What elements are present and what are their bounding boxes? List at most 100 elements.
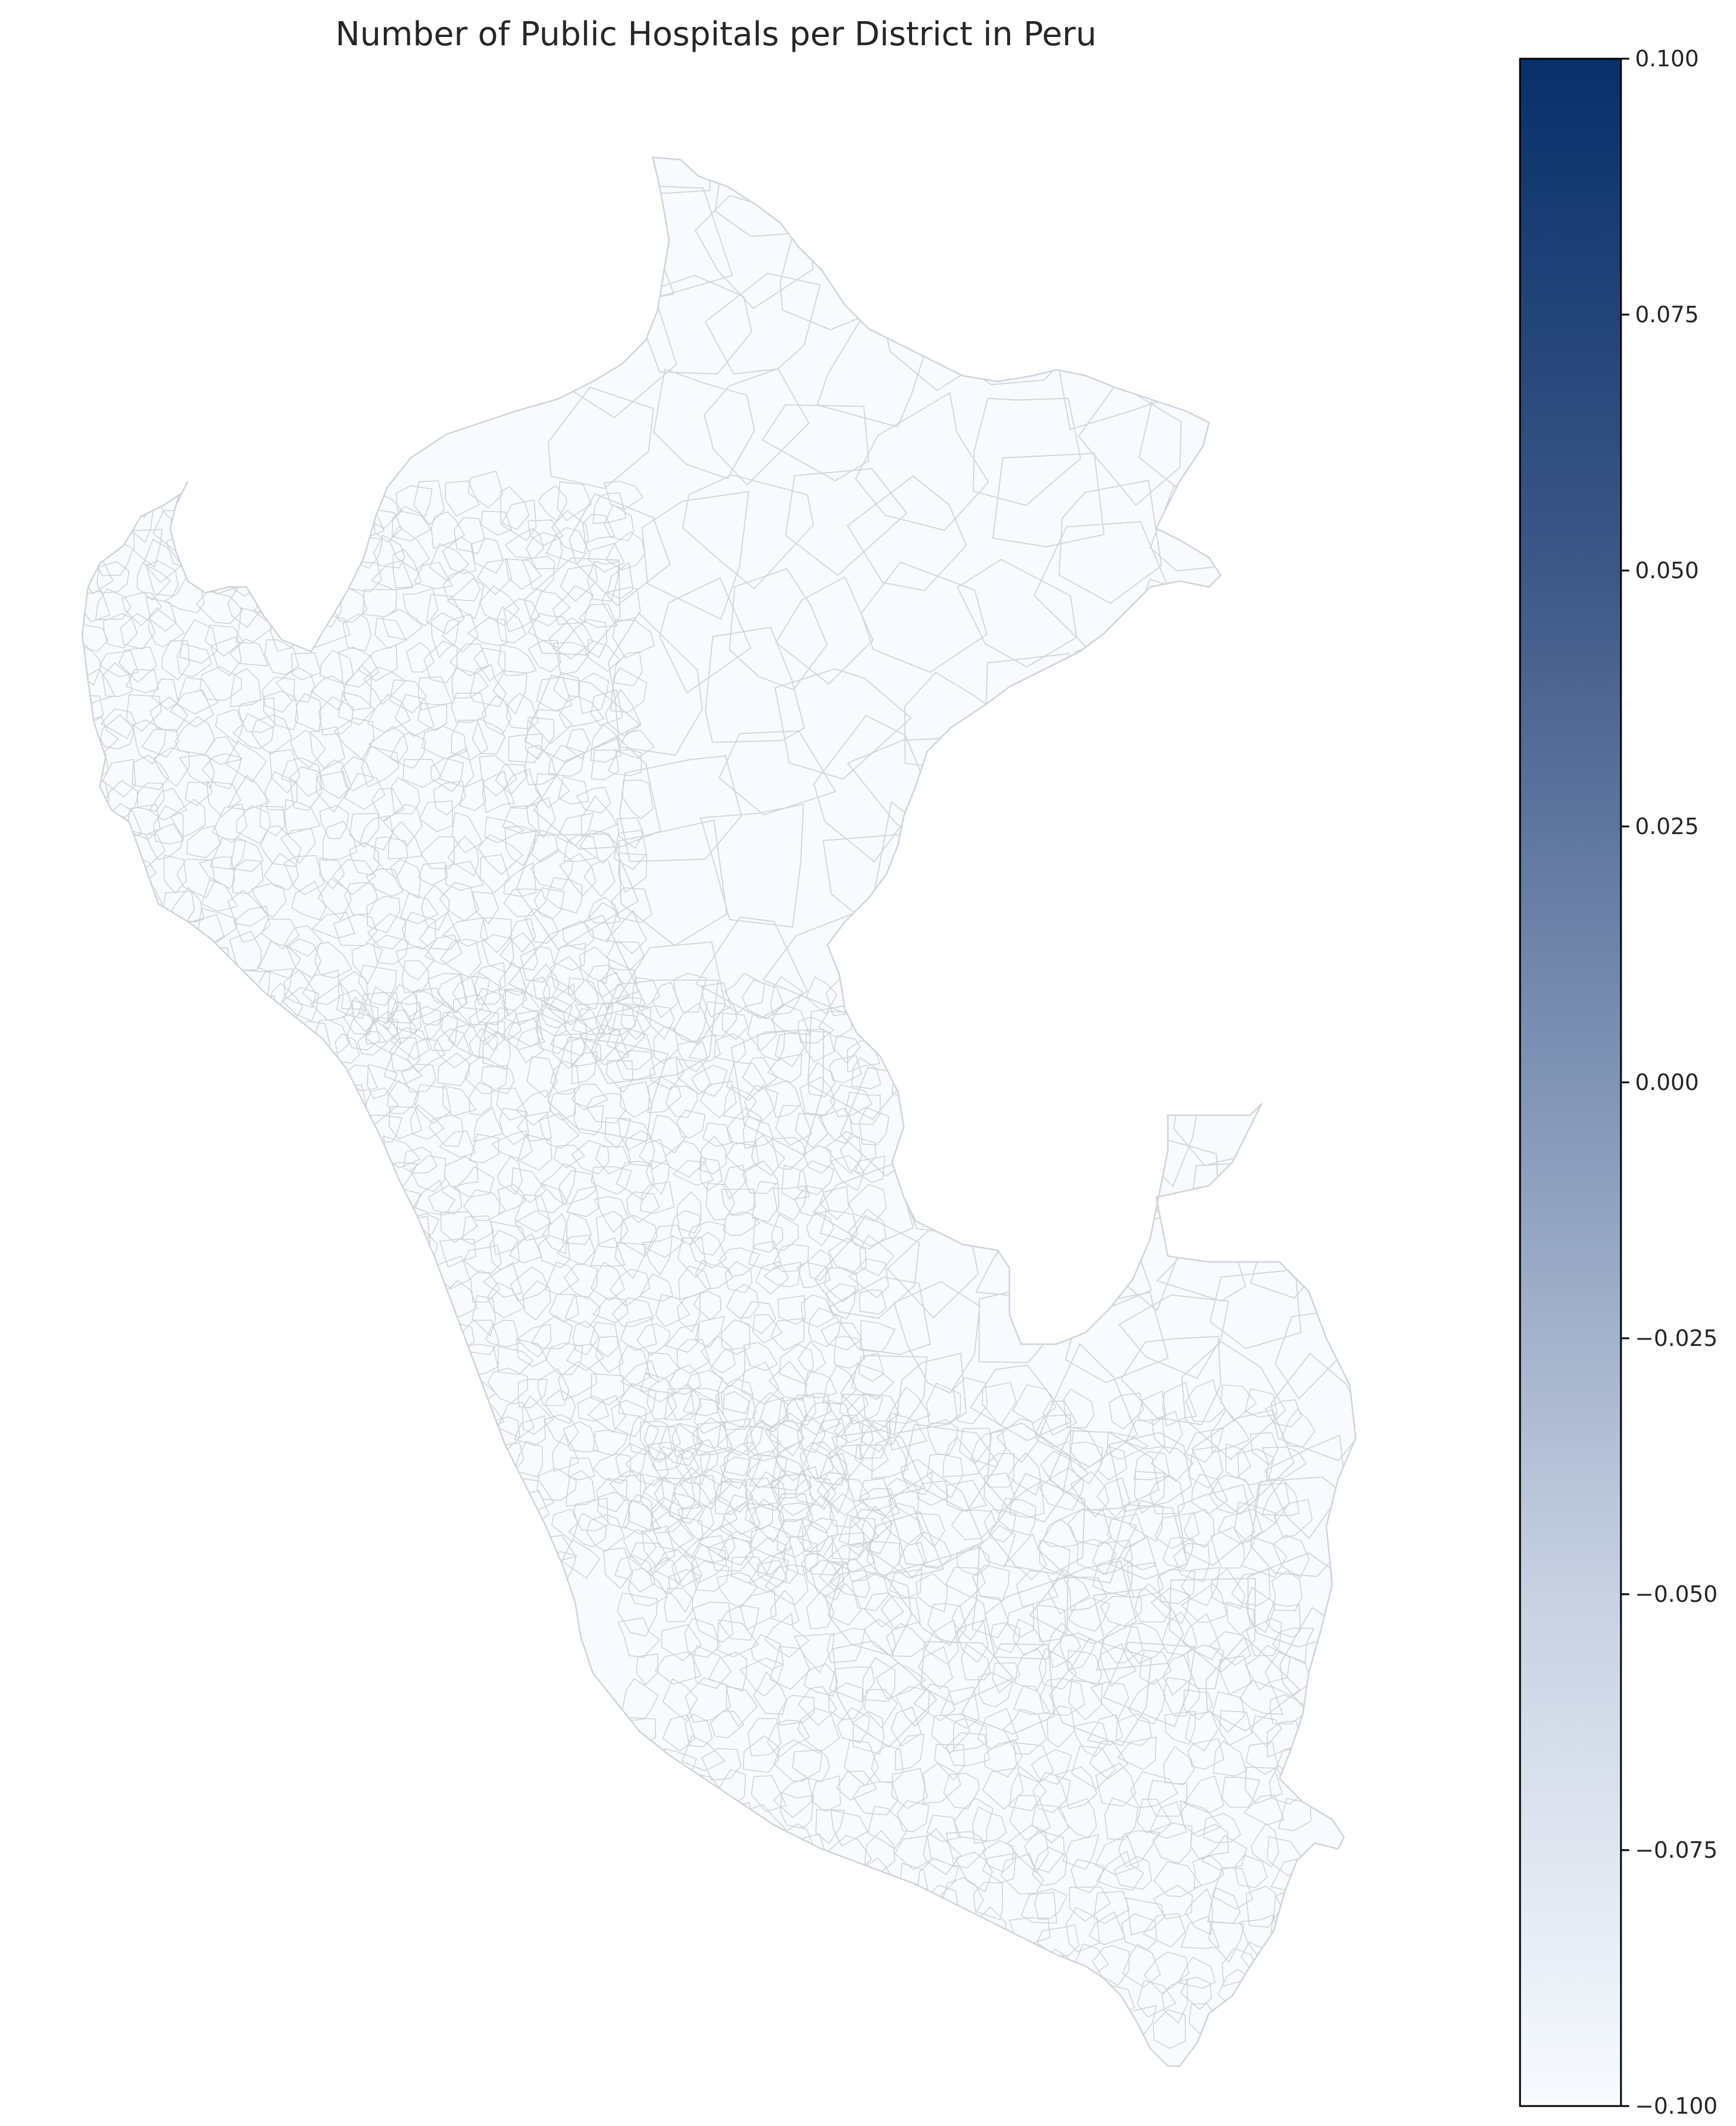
district-boundary [264,771,298,811]
district-boundary [805,1371,837,1398]
district-boundary [153,747,190,788]
district-boundary [99,994,132,1037]
district-boundary [430,757,464,792]
district-boundary [1127,1562,1164,1598]
district-boundary [314,941,353,979]
district-boundary [337,691,375,725]
colorbar-tick-label: 0.025 [1635,814,1699,839]
district-boundary [316,535,348,571]
district-boundary [797,1517,829,1552]
district-boundary [1133,1450,1170,1480]
district-boundary [927,1453,964,1499]
district-boundary [471,1295,497,1337]
district-boundary [1237,1448,1275,1486]
district-boundary [410,1155,447,1192]
district-boundary [1014,1648,1047,1692]
district-boundary [283,855,325,896]
district-boundary [497,1156,523,1196]
district-boundary [229,836,264,872]
district-boundary [309,726,346,770]
district-boundary [587,638,621,672]
district-boundary [894,1734,925,1771]
district-boundary [982,1852,1017,1883]
district-boundary [764,1079,802,1119]
district-boundary [383,804,423,846]
district-boundary [945,1732,991,1766]
district-boundary [1208,1921,1245,1963]
district-boundary [525,907,559,944]
district-boundary [640,1005,675,1040]
district-boundary [417,703,448,732]
district-boundary [855,1155,886,1183]
district-boundary [864,1689,898,1729]
district-boundary [953,1377,988,1425]
district-boundary [679,1881,718,1919]
district-boundary [530,591,571,627]
district-boundary [1028,1560,1137,1645]
district-boundary [1177,1484,1255,1567]
district-boundary [412,1457,453,1483]
district-boundary [209,1015,241,1051]
district-boundary [793,1633,835,1673]
district-boundary [401,912,437,950]
district-boundary [1163,1746,1195,1786]
district-boundary [871,1744,904,1783]
district-boundary [381,1516,417,1561]
district-boundary [684,1949,724,1983]
district-boundary [847,1543,877,1582]
district-boundary [806,1881,837,1928]
district-boundary [503,768,542,809]
district-boundary [441,1514,475,1548]
district-boundary [851,1363,894,1401]
district-boundary [449,643,490,677]
district-boundary [1265,1603,1301,1638]
district-boundary [716,1572,758,1609]
district-boundary [859,1234,895,1277]
district-boundary [1142,1913,1186,1948]
district-boundary [934,1744,965,1781]
district-boundary [1096,1477,1131,1518]
district-boundary [1093,1891,1130,1924]
district-boundary [468,1082,492,1116]
district-boundary [722,1212,761,1237]
district-boundary [414,1399,451,1433]
district-boundary [1092,1540,1133,1575]
district-boundary [693,2004,725,2033]
district-boundary [639,1273,674,1302]
district-boundary [471,891,499,924]
district-boundary [605,531,646,571]
district-boundary [337,1412,369,1455]
district-boundary [639,1139,667,1170]
district-boundary [944,271,1079,386]
district-boundary [1007,1824,1049,1874]
district-boundary [258,504,299,548]
district-boundary [479,755,518,797]
district-boundary [754,1883,788,1926]
district-boundary [837,1707,870,1743]
district-boundary [497,1346,533,1375]
district-boundary [1056,2013,1095,2050]
district-boundary [225,740,267,783]
district-boundary [342,664,372,711]
district-boundary [480,1065,515,1095]
district-boundary [468,1028,499,1060]
district-boundary [380,1426,414,1451]
district-boundary [356,1207,383,1242]
district-boundary [106,942,144,976]
district-boundary [431,511,465,549]
district-boundary [422,1541,450,1577]
district-boundary [854,2009,901,2050]
district-boundary [1071,1745,1116,1790]
district-boundary [1151,1410,1183,1455]
district-boundary [444,860,484,891]
district-boundary [1089,848,1195,966]
district-boundary [1254,1483,1290,1524]
district-boundary [1185,309,1279,427]
district-boundary [1133,194,1244,330]
district-boundary [153,805,184,845]
district-boundary [1092,1945,1130,1986]
district-boundary [563,1263,598,1300]
district-boundary [1007,1603,1035,1638]
district-boundary [229,638,269,667]
district-boundary [702,1122,734,1147]
